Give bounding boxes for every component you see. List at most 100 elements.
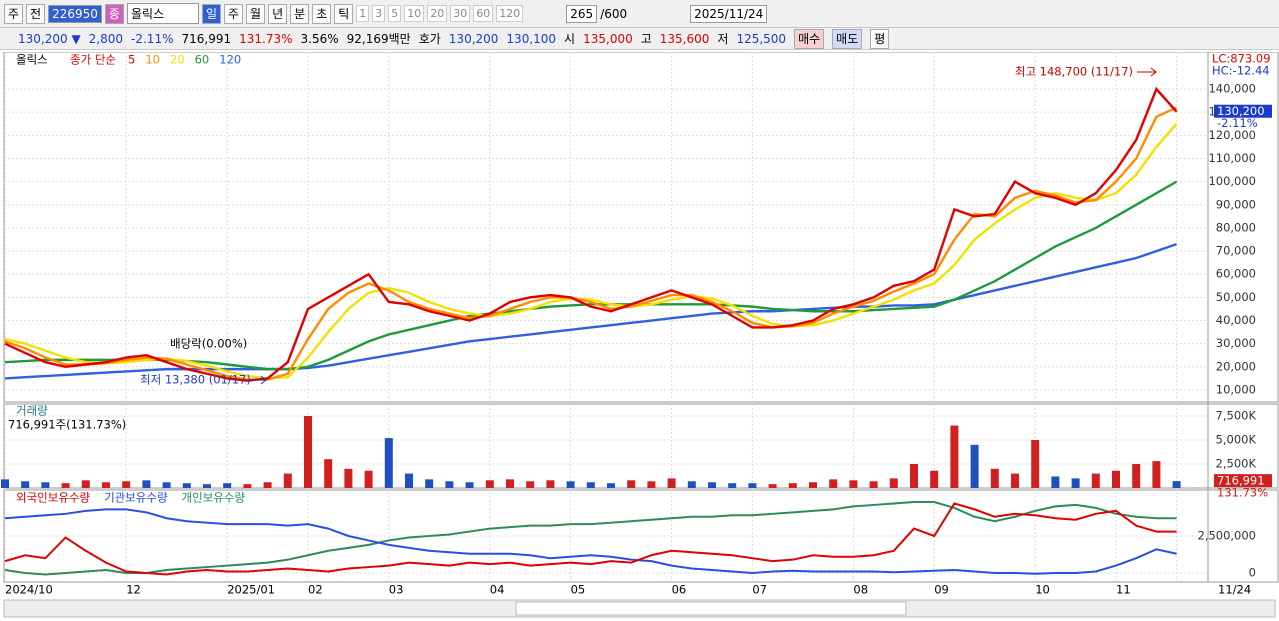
series-line [4, 508, 1177, 575]
y-tick-label: 110,000 [1208, 151, 1256, 165]
volume-bar [970, 444, 979, 488]
volume-bar [384, 438, 393, 488]
x-tick-label: 12 [126, 583, 141, 597]
volume-bar [41, 482, 50, 488]
buy[interactable]: 매수 [794, 28, 825, 49]
y-tick-label: 2,500K [1216, 457, 1257, 471]
y-tick-label: 50,000 [1216, 290, 1256, 304]
y-tick-label: 90,000 [1216, 197, 1256, 211]
series-line [4, 500, 1177, 576]
btn[interactable]: 10 [404, 5, 425, 22]
x-tick-label: 07 [752, 583, 767, 597]
panel [3, 52, 1279, 403]
volume-bar [1152, 461, 1161, 488]
name[interactable]: 올릭스 [126, 3, 199, 24]
low-arrow [250, 375, 267, 385]
btn[interactable]: 30 [450, 5, 471, 22]
scroll-thumb[interactable] [515, 601, 907, 616]
volume-bar [506, 479, 514, 488]
x-tick-label: 09 [934, 583, 949, 597]
volume-bar [445, 481, 454, 488]
btn[interactable]: 월 [246, 3, 266, 24]
btn[interactable]: 120 [496, 5, 524, 22]
legend-entry: 120 [219, 53, 241, 67]
btn[interactable]: 년 [268, 3, 288, 24]
count[interactable]: 265 [566, 4, 598, 23]
sell[interactable]: 매도 [832, 28, 863, 49]
code[interactable]: 226950 [48, 4, 102, 23]
volume-bar [990, 468, 999, 488]
volume-bar [1, 479, 9, 488]
btn[interactable]: 5 [388, 5, 402, 22]
volume-bar [748, 483, 757, 488]
volume-bar [1071, 478, 1080, 488]
volume-tag [1214, 474, 1272, 488]
volume-bar [102, 482, 110, 488]
volume-bar [1031, 440, 1040, 488]
btn[interactable]: 종 [104, 3, 124, 24]
btn[interactable]: 전 [26, 3, 46, 24]
y-tick-label: 60,000 [1216, 267, 1256, 281]
volume-bar [950, 425, 959, 488]
volume: 716,991 [181, 31, 232, 46]
volume-bar [809, 482, 817, 488]
volume-bar [304, 416, 312, 488]
y-tick-label: 80,000 [1216, 220, 1256, 234]
volume-tag-ratio: 131.73% [1217, 486, 1268, 500]
quote-bar: 130,200 ▼ 2,800 -2.11% 716,991 131.73% 3… [0, 28, 1279, 50]
volume-bar [708, 482, 716, 488]
volume-bar [182, 483, 191, 488]
volume-bar [869, 481, 878, 488]
volume-bar [1172, 481, 1181, 488]
btn[interactable]: 틱 [334, 3, 354, 24]
legend-entry: 5 [128, 53, 135, 67]
volume-bar [889, 478, 898, 488]
volume-bar [829, 479, 838, 488]
volume-bar [364, 470, 373, 488]
y-tick-label: 0 [1249, 565, 1256, 579]
volume-bar [607, 483, 615, 488]
volume-bar [81, 480, 90, 488]
y-tick-label: 100,000 [1208, 174, 1256, 188]
avg[interactable]: 평 [870, 28, 890, 49]
y-tick-label: 120,000 [1208, 128, 1256, 142]
volume-bar [122, 481, 131, 488]
series-line [4, 122, 1178, 380]
volume-bar [910, 464, 918, 488]
btn[interactable]: 20 [427, 5, 448, 22]
volume-bar [1051, 476, 1060, 488]
date[interactable]: 2025/11/24 [690, 4, 768, 23]
legend-prefix: 종가 단순 [70, 53, 116, 67]
volume-bar [586, 482, 595, 488]
btn[interactable]: 분 [290, 3, 310, 24]
volume-bar [849, 480, 858, 488]
volume-bar [687, 481, 696, 488]
btn[interactable]: 초 [312, 3, 332, 24]
btn[interactable]: 3 [372, 5, 386, 22]
x-tick-label: 02 [308, 583, 323, 597]
label: 시 [564, 32, 576, 46]
bid: 130,100 [506, 31, 557, 46]
label: 고 [640, 32, 652, 46]
dividend-note: 배당락(0.00%) [170, 337, 247, 351]
volume-bar [526, 481, 535, 488]
chart-title: 올릭스 [16, 53, 48, 67]
btn[interactable]: 1 [356, 5, 370, 22]
btn[interactable]: 주 [4, 3, 24, 24]
legend-entry: 기관보유수량 [104, 491, 168, 505]
ask: 130,200 [448, 31, 499, 46]
volume-bar [1011, 473, 1019, 488]
x-tick-label: 2025/01 [227, 583, 275, 597]
panel-title: 거래량 [16, 404, 48, 418]
volume-bar [1091, 473, 1100, 488]
x-tick-label: 2024/10 [5, 583, 53, 597]
btn[interactable]: 주 [224, 3, 244, 24]
y-tick-label: 2,500,000 [1197, 529, 1256, 543]
btn[interactable]: 60 [473, 5, 494, 22]
volume-bar [405, 473, 413, 488]
x-tick-label: 03 [389, 583, 404, 597]
label: 호가 [418, 32, 441, 46]
volume-bar [263, 482, 272, 488]
y-tick-label: 5,000K [1216, 433, 1257, 447]
btn[interactable]: 일 [201, 3, 221, 24]
